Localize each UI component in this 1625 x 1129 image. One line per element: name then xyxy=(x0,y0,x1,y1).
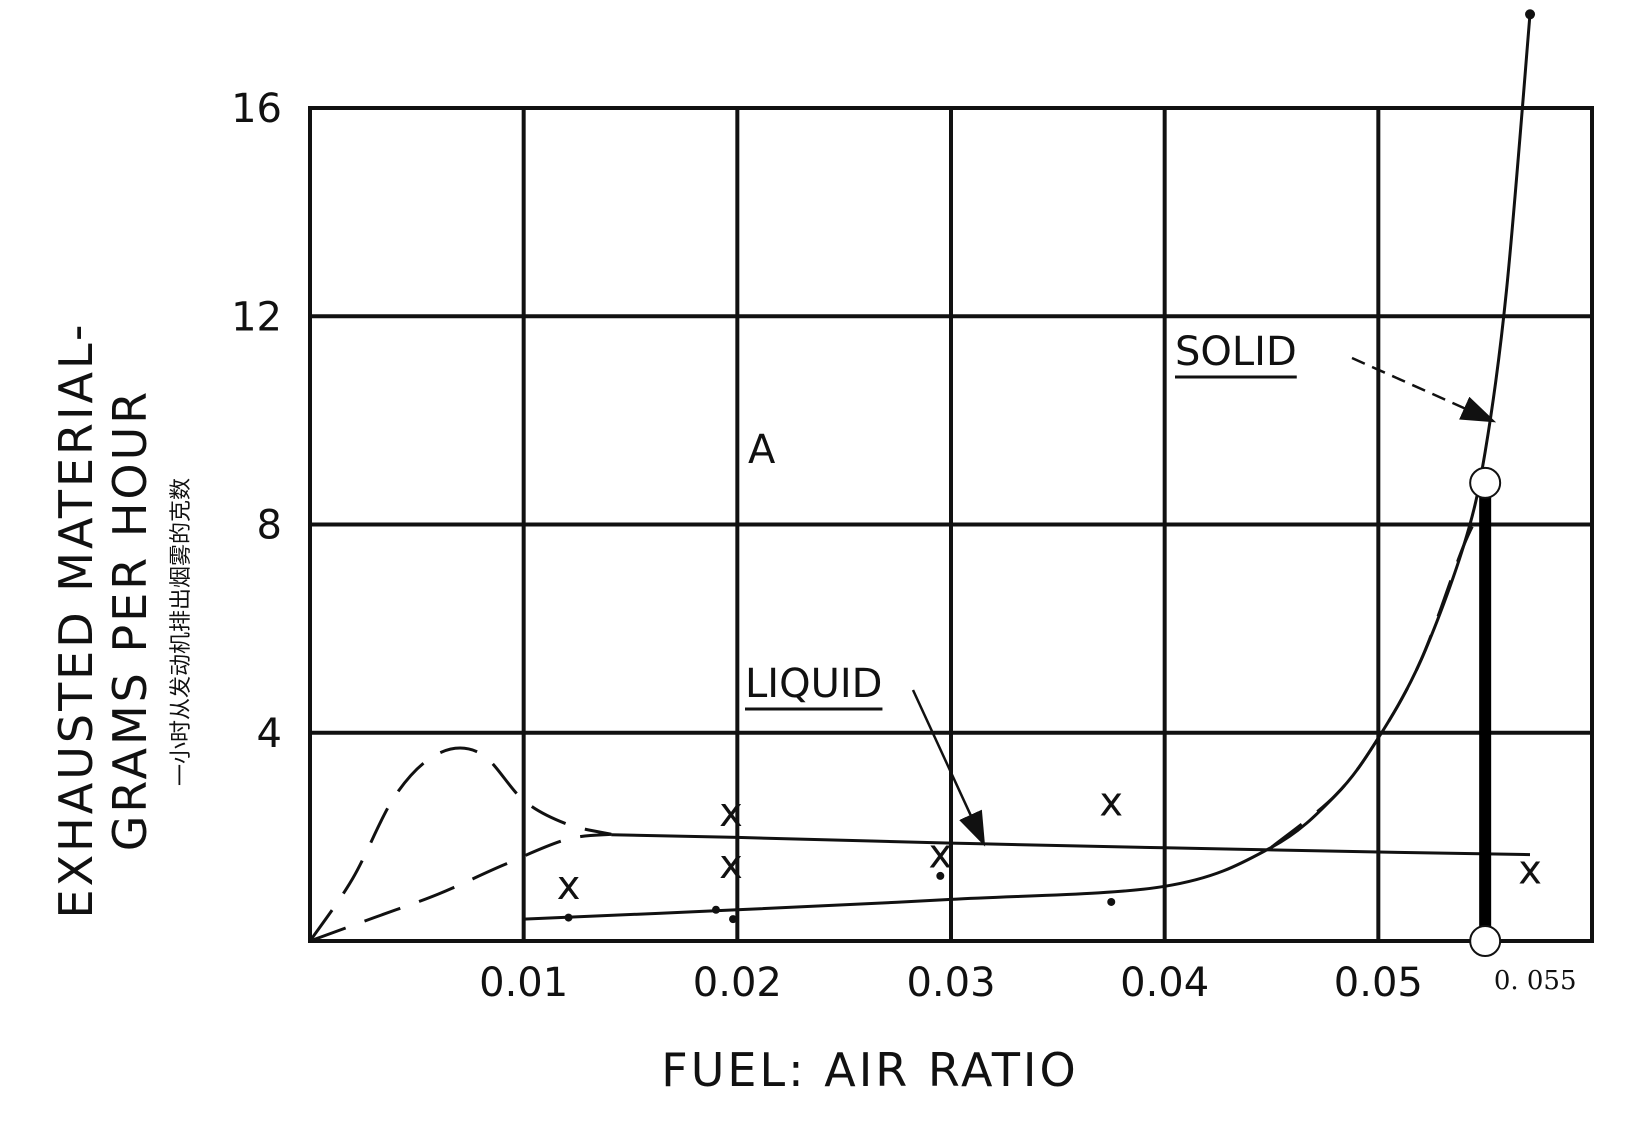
x-tick-label: 0.02 xyxy=(693,960,782,1006)
y-tick-label: 8 xyxy=(257,503,282,549)
annotation-liquid: LIQUID xyxy=(745,661,882,707)
marker-group: 0. 055 xyxy=(1469,466,1577,996)
x-marker-point: x xyxy=(719,842,743,888)
x-marker-point: x xyxy=(557,863,581,909)
dot-marker-point xyxy=(564,913,573,922)
region-label-a: A xyxy=(748,427,776,473)
marker-circle-top xyxy=(1469,466,1502,499)
x-marker-point: x xyxy=(1518,847,1542,893)
dot-marker-point xyxy=(1107,897,1116,906)
y-axis-title-line2: GRAMS PER HOUR xyxy=(103,389,157,852)
y-axis-title-line1: EXHAUSTED MATERIAL- xyxy=(49,322,103,919)
dot-marker-point xyxy=(936,871,945,880)
x-tick-label: 0.01 xyxy=(479,960,568,1006)
points: xxx xxx xyxy=(557,780,1542,924)
dashed-curve-0 xyxy=(308,746,612,942)
y-tick-label: 12 xyxy=(231,294,282,340)
plot-border xyxy=(308,106,1594,943)
x-tick-label: 0.03 xyxy=(906,960,995,1006)
plot-frame xyxy=(308,106,1594,943)
x-marker-point: x xyxy=(1099,780,1123,826)
curves xyxy=(308,9,1536,943)
x-tick-label: 0.04 xyxy=(1120,960,1209,1006)
curve-end-dot xyxy=(1525,9,1536,20)
marker-label: 0. 055 xyxy=(1494,966,1577,996)
dot-marker-point xyxy=(729,915,738,924)
annotation-solid: SOLID xyxy=(1175,329,1297,375)
x-marker-point: x xyxy=(719,790,743,836)
dashed-curve-2 xyxy=(1270,502,1487,849)
annotations: SOLID LIQUID xyxy=(745,329,1497,847)
y-axis-title-chinese: 一小时从发动机排出烟雾的克数 xyxy=(169,478,194,786)
x-axis-title: FUEL: AIR RATIO xyxy=(661,1043,1078,1097)
x-tick-label: 0.05 xyxy=(1334,960,1423,1006)
annotation-arrow-liquid xyxy=(911,689,986,847)
series-line-liquid xyxy=(611,833,1531,857)
series-line-solid xyxy=(523,14,1532,921)
ticks: 0.01 0.02 0.03 0.04 0.05 4 8 12 16 xyxy=(231,86,1423,1006)
grid xyxy=(310,106,1592,941)
y-tick-label: 16 xyxy=(231,86,282,132)
dot-marker-point xyxy=(711,905,720,914)
x-marker-point: x xyxy=(928,832,952,878)
labels: FUEL: AIR RATIO EXHAUSTED MATERIAL- GRAM… xyxy=(49,322,1078,1097)
dashed-curve-1 xyxy=(309,832,612,943)
y-tick-label: 4 xyxy=(257,711,282,757)
annotation-arrow-solid xyxy=(1351,356,1497,423)
marker-circle-bottom xyxy=(1469,925,1502,957)
